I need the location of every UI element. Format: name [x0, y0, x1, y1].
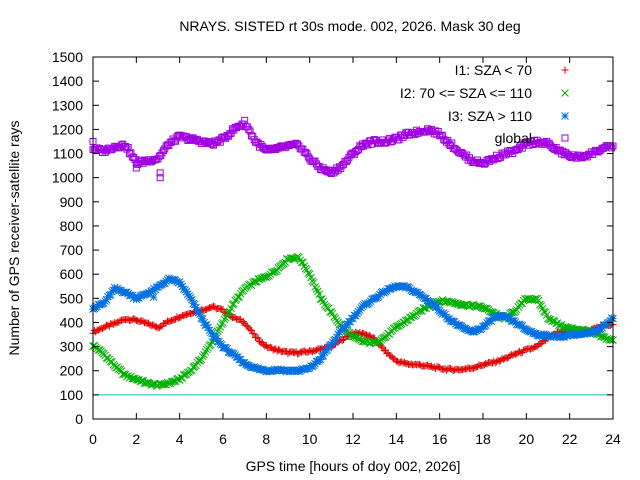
- y-tick-label: 1500: [52, 49, 83, 65]
- y-tick-label: 500: [60, 290, 84, 306]
- series-4: [89, 116, 617, 177]
- x-tick-label: 24: [605, 431, 621, 447]
- legend-label: I2: 70 <= SZA <= 110: [400, 85, 532, 101]
- legend: I1: SZA < 70 I2: 70 <= SZA <= 110 I3: SZA …: [400, 62, 569, 146]
- data-point: [297, 258, 306, 267]
- data-point-outlier: [132, 164, 140, 172]
- plot-frame: [92, 56, 614, 420]
- data-point: [318, 295, 326, 303]
- plot-area: 0 2 4 6 8 10 12 14 16 18 20 22 24 010020030040050060…: [52, 49, 621, 447]
- y-tick-label: 400: [60, 314, 84, 330]
- x-tick-label: 4: [176, 431, 184, 447]
- data-point: [408, 311, 417, 320]
- data-points: [89, 116, 617, 390]
- legend-marker: [561, 112, 569, 120]
- data-point: [179, 370, 188, 379]
- y-tick-label: 700: [60, 242, 84, 258]
- data-point: [162, 380, 170, 389]
- y-tick-label: 1000: [52, 170, 83, 186]
- y-tick-label: 200: [60, 363, 84, 379]
- x-tick-label: 6: [219, 431, 227, 447]
- x-axis: 0 2 4 6 8 10 12 14 16 18 20 22 24: [89, 57, 621, 447]
- legend-label: global: [495, 130, 532, 146]
- legend-item: I1: SZA < 70: [455, 62, 569, 78]
- data-point: [401, 316, 410, 325]
- y-tick-label: 800: [60, 218, 84, 234]
- legend-item: I3: SZA > 110: [448, 108, 569, 124]
- data-point: [331, 314, 340, 323]
- data-point: [250, 330, 258, 338]
- x-axis-label: GPS time [hours of doy 002, 2026]: [246, 458, 461, 474]
- x-tick-label: 20: [519, 431, 535, 447]
- data-point: [201, 348, 210, 356]
- data-point: [415, 307, 424, 315]
- legend-marker: [561, 134, 569, 142]
- data-point: [254, 334, 262, 342]
- series-3: [89, 274, 617, 376]
- data-point: [300, 262, 309, 271]
- data-point: [143, 378, 152, 387]
- y-axis-label: Number of GPS receiver-satellite rays: [6, 121, 22, 356]
- data-point: [475, 302, 483, 310]
- data-point: [349, 332, 357, 341]
- data-point: [234, 293, 242, 301]
- legend-item: I2: 70 <= SZA <= 110: [400, 85, 569, 101]
- legend-marker: [561, 66, 569, 74]
- data-point: [215, 325, 223, 334]
- y-tick-label: 1200: [52, 121, 83, 137]
- data-point: [269, 268, 277, 277]
- data-point-outlier: [156, 174, 164, 182]
- legend-label: I1: SZA < 70: [455, 62, 533, 78]
- data-point: [118, 370, 127, 379]
- y-tick-label: 300: [60, 339, 84, 355]
- x-tick-label: 16: [432, 431, 448, 447]
- x-tick-label: 10: [302, 431, 318, 447]
- data-point: [253, 334, 261, 342]
- data-point: [169, 377, 177, 386]
- data-point: [309, 278, 318, 287]
- data-point: [548, 317, 556, 326]
- x-tick-label: 18: [475, 431, 491, 447]
- data-point-outlier: [156, 169, 164, 177]
- data-point: [311, 283, 319, 291]
- x-tick-label: 2: [132, 431, 140, 447]
- y-axis: 0 100 200 300 400 500 600 700 800 900 1000 1100 1200…: [52, 49, 613, 427]
- y-tick-label: 1100: [53, 146, 83, 162]
- data-point: [419, 304, 428, 312]
- y-tick-label: 100: [60, 387, 84, 403]
- y-tick-label: 0: [75, 411, 83, 427]
- x-tick-label: 22: [562, 431, 578, 447]
- x-tick-label: 14: [389, 431, 405, 447]
- y-tick-label: 1300: [52, 97, 83, 113]
- chart-title: NRAYS. SISTED rt 30s mode. 002, 2026. Ma…: [179, 18, 520, 34]
- data-point: [246, 326, 254, 334]
- y-tick-label: 600: [60, 266, 84, 282]
- data-point: [94, 346, 103, 355]
- data-point: [608, 144, 616, 152]
- data-point: [250, 277, 258, 286]
- x-tick-label: 12: [345, 431, 361, 447]
- data-point: [312, 285, 321, 294]
- x-tick-label: 0: [89, 431, 97, 447]
- x-tick-label: 8: [262, 431, 270, 447]
- legend-marker: [561, 89, 569, 97]
- data-point: [392, 322, 401, 331]
- data-point-outlier: [149, 293, 158, 301]
- legend-item: global: [495, 130, 569, 146]
- data-point: [315, 290, 323, 299]
- legend-label: I3: SZA > 110: [448, 108, 532, 124]
- y-tick-label: 1400: [52, 73, 83, 89]
- y-tick-label: 900: [60, 194, 84, 210]
